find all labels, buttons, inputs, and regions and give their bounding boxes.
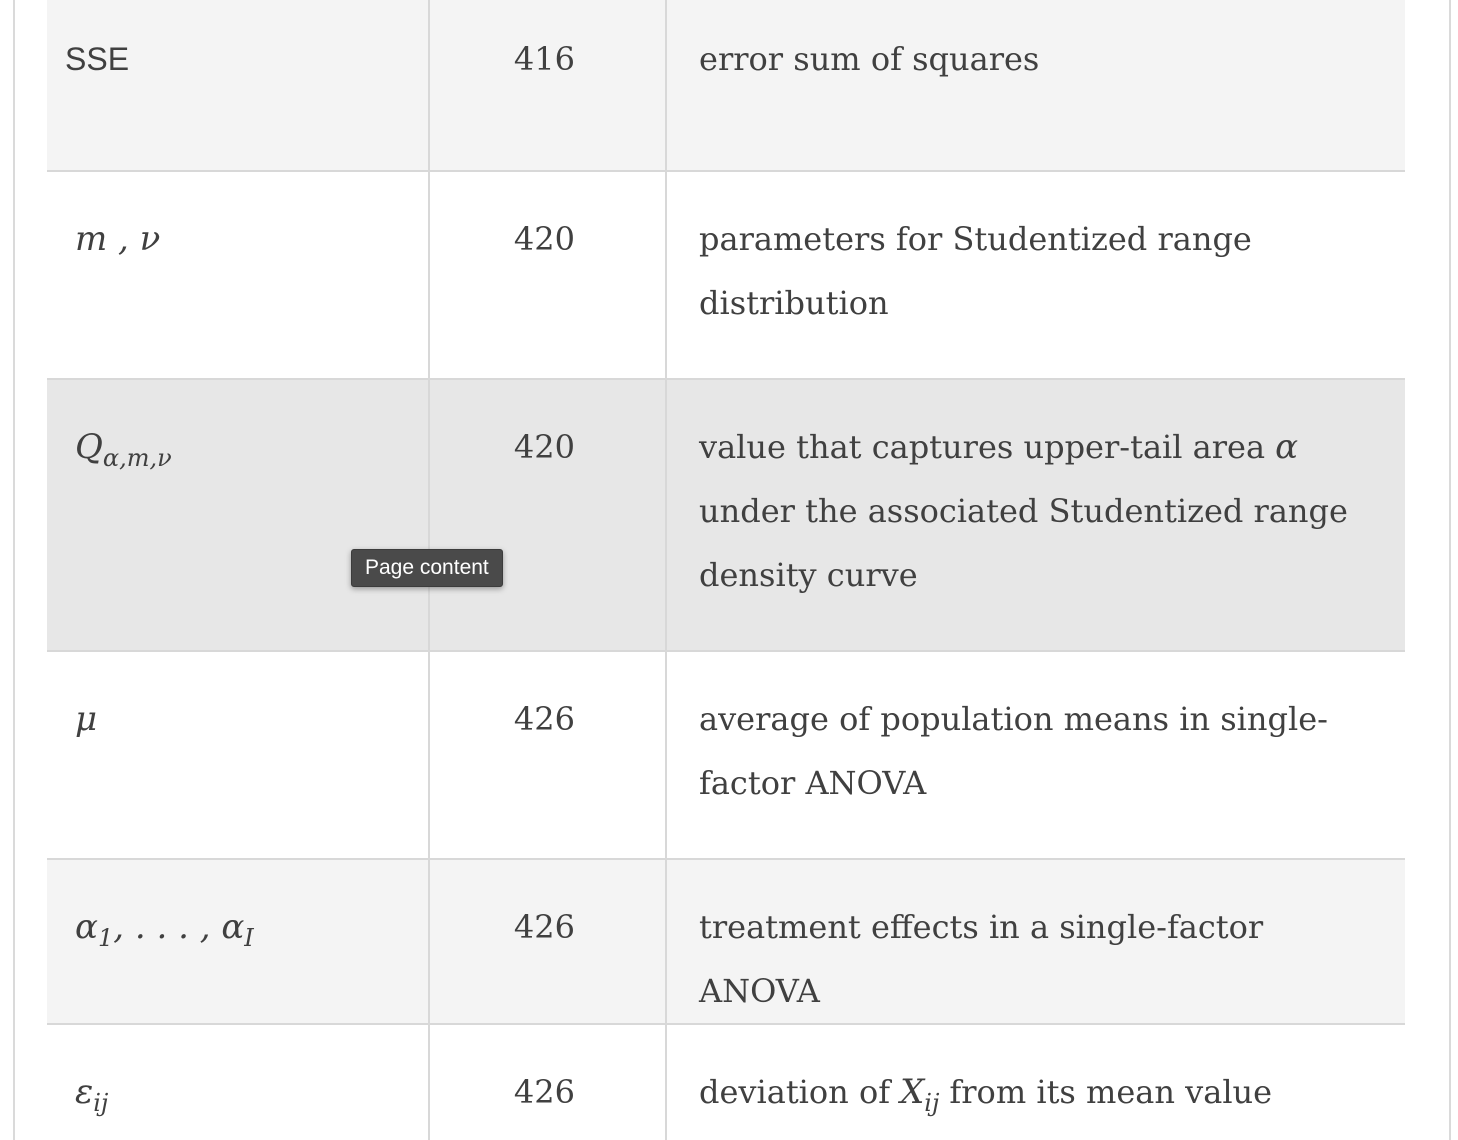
page-content-tooltip: Page content	[351, 549, 503, 587]
description-cell: parameters for Studentized range distrib…	[665, 171, 1405, 380]
description-math: α	[1275, 427, 1299, 467]
table-row: εij 426 deviation of Xij from its mean val…	[47, 1024, 1405, 1140]
description-cell: value that captures upper-tail area α und…	[665, 379, 1405, 652]
description-text: under the associated Studentized range d…	[699, 492, 1348, 594]
frame-right-border	[1449, 0, 1451, 1140]
table-row: Qα,m,ν 420 value that captures upper-tai…	[47, 379, 1405, 652]
symbol-math: α1, . . . , αI	[75, 907, 254, 952]
table-row: α1, . . . , αI 426 treatment effects in …	[47, 859, 1405, 1025]
symbol-math: μ	[75, 699, 98, 739]
description-cell: deviation of Xij from its mean value	[665, 1024, 1405, 1140]
description-cell: average of population means in single-fa…	[665, 651, 1405, 860]
page-cell: 416	[428, 0, 667, 172]
symbol-cell: Qα,m,ν	[47, 379, 430, 652]
symbol-math: εij	[75, 1072, 109, 1117]
description-text: deviation of	[699, 1073, 891, 1111]
page-cell: 426	[428, 859, 667, 1025]
description-math: Xij	[900, 1072, 940, 1117]
description-cell: error sum of squares	[665, 0, 1405, 172]
symbol-math: Qα,m,ν	[75, 427, 172, 472]
description-cell: treatment effects in a single-factor ANO…	[665, 859, 1405, 1025]
symbol-cell: μ	[47, 651, 430, 860]
symbol-text: SSE	[65, 41, 130, 77]
description-text: from its mean value	[949, 1073, 1273, 1111]
symbol-cell: SSE	[47, 0, 430, 172]
page-cell: 420	[428, 379, 667, 652]
page-cell: 426	[428, 1024, 667, 1140]
table-row: μ 426 average of population means in sin…	[47, 651, 1405, 860]
symbol-cell: α1, . . . , αI	[47, 859, 430, 1025]
description-text: value that captures upper-tail area	[699, 428, 1266, 466]
frame-left-border	[13, 0, 15, 1140]
symbol-cell: εij	[47, 1024, 430, 1140]
table-row: m , ν 420 parameters for Studentized ran…	[47, 171, 1405, 380]
table-row: SSE 416 error sum of squares	[47, 0, 1405, 172]
symbol-cell: m , ν	[47, 171, 430, 380]
page-cell: 426	[428, 651, 667, 860]
page-cell: 420	[428, 171, 667, 380]
notation-table: SSE 416 error sum of squares m , ν 420 p…	[47, 0, 1405, 1140]
symbol-math: m , ν	[75, 219, 161, 259]
